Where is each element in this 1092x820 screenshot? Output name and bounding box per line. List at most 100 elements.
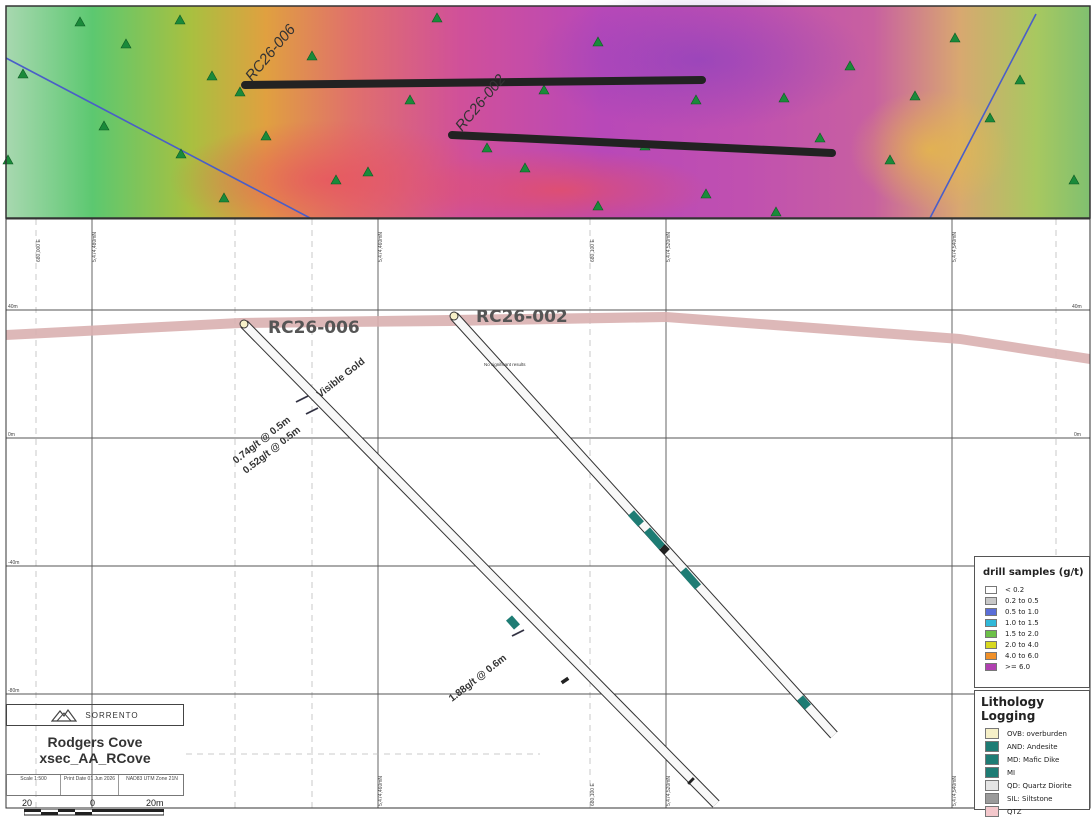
legend-lith-label: QD: Quartz Diorite	[1007, 781, 1072, 790]
station-triangle-icon	[592, 200, 604, 211]
legend-lith-item: QD: Quartz Diorite	[985, 779, 1089, 792]
elev-label-bottom-left: -80m	[8, 688, 19, 694]
map-title: Rodgers Cove	[47, 734, 143, 750]
cross-section: RC26-006 RC26-002 Visible Gold 0.74g/t @…	[5, 218, 1091, 809]
station-markers	[2, 12, 1080, 217]
station-triangle-icon	[844, 60, 856, 71]
legend-lith-item: MI	[985, 766, 1089, 779]
station-triangle-icon	[538, 84, 550, 95]
legend-drill-swatch	[985, 596, 997, 605]
info-cell-date: Print Date 01 Jun 2026	[61, 775, 119, 795]
station-triangle-icon	[330, 174, 342, 185]
grid-label-bottom-2: 680,100 E	[590, 783, 596, 806]
legend-drill-item: 2.0 to 4.0	[985, 639, 1089, 650]
elev-label-mid-left: 0m	[8, 432, 15, 438]
station-triangle-icon	[481, 142, 493, 153]
scale-label-mid: 0	[90, 798, 96, 808]
legend-drill-label: 0.5 to 1.0	[1005, 607, 1039, 616]
station-triangle-icon	[690, 94, 702, 105]
grid-label-top-2: 5,474,480mN	[92, 232, 98, 262]
legend-lith-swatch	[985, 767, 999, 778]
fault-line-east	[929, 13, 1037, 219]
station-triangle-icon	[770, 206, 782, 217]
legend-drill-item: 0.2 to 0.5	[985, 595, 1089, 606]
intercept-002-c	[680, 567, 701, 590]
station-triangle-icon	[592, 36, 604, 47]
legend-lith-swatch	[985, 780, 999, 791]
grid-label-top-3: 5,474,460mN	[378, 232, 384, 262]
legend-lith-item: MD: Mafic Dike	[985, 753, 1089, 766]
station-triangle-icon	[98, 120, 110, 131]
legend-drill-title: drill samples (g/t)	[983, 567, 1084, 578]
scale-label-left: 20	[22, 798, 33, 808]
legend-lith-label: SIL: Siltstone	[1007, 794, 1053, 803]
legend-lith-swatch	[985, 728, 999, 739]
legend-drill-item: 1.0 to 1.5	[985, 617, 1089, 628]
fault-line-west	[5, 57, 311, 219]
legend-drill-samples: drill samples (g/t) < 0.2 0.2 to 0.5 0.5 t…	[974, 556, 1090, 688]
intercept-002-a	[628, 510, 644, 527]
legend-lith-swatch	[985, 806, 999, 817]
legend-drill-swatch	[985, 640, 997, 649]
legend-lith-item: AND: Andesite	[985, 740, 1089, 753]
legend-drill-swatch	[985, 618, 997, 627]
station-triangle-icon	[884, 154, 896, 165]
intercept-006-a	[506, 615, 520, 630]
legend-lith-label: MI	[1007, 768, 1016, 777]
intercept-002-d	[797, 695, 811, 710]
legend-drill-item: 0.5 to 1.0	[985, 606, 1089, 617]
station-triangle-icon	[1014, 74, 1026, 85]
legend-drill-label: 2.0 to 4.0	[1005, 640, 1039, 649]
label-rc26-006: RC26-006	[268, 318, 360, 338]
drillhole-rc26-002	[449, 311, 838, 739]
company-logo: SORRENTO	[6, 704, 184, 726]
legend-lith-swatch	[985, 793, 999, 804]
station-triangle-icon	[174, 14, 186, 25]
station-triangle-icon	[74, 16, 86, 27]
station-triangle-icon	[431, 12, 443, 23]
plan-trace-rc26-002	[448, 131, 836, 157]
scale-bar: 20 0 20m	[6, 798, 184, 820]
label-rc26-002: RC26-002	[476, 307, 568, 327]
plan-trace-rc26-006	[241, 76, 706, 89]
intercept-002-b	[644, 527, 665, 550]
station-triangle-icon	[700, 188, 712, 199]
legend-drill-swatch	[985, 585, 997, 594]
legend-drill-label: 4.0 to 6.0	[1005, 651, 1039, 660]
scale-bar-graphic	[24, 809, 164, 816]
station-triangle-icon	[234, 86, 246, 97]
elev-label-low-left: -40m	[8, 560, 19, 566]
station-triangle-icon	[206, 70, 218, 81]
legend-lith-label: QTZ	[1007, 807, 1022, 816]
station-triangle-icon	[306, 50, 318, 61]
grid-label-bottom-1: 5,474,460mN	[378, 776, 384, 806]
scale-label-right: 20m	[146, 798, 164, 808]
grid-label-top-4: 680,100 E	[590, 239, 596, 262]
legend-drill-label: 1.5 to 2.0	[1005, 629, 1039, 638]
legend-lith-item: SIL: Siltstone	[985, 792, 1089, 805]
info-cell-scale: Scale 1:500	[7, 775, 61, 795]
grid-label-bottom-4: 5,474,540mN	[952, 776, 958, 806]
info-cell-projection: NAD83 UTM Zone 21N	[126, 776, 178, 782]
grid-label-bottom-3: 5,474,520mN	[666, 776, 672, 806]
no-results-label: No significant results	[484, 362, 526, 367]
legend-lithology: Lithology Logging OVB: overburden AND: An…	[974, 690, 1090, 817]
legend-drill-label: 1.0 to 1.5	[1005, 618, 1039, 627]
legend-lith-item: OVB: overburden	[985, 727, 1089, 740]
elev-label-top-left: 40m	[8, 304, 18, 310]
station-triangle-icon	[260, 130, 272, 141]
legend-lith-label: OVB: overburden	[1007, 729, 1067, 738]
logo-text: SORRENTO	[85, 710, 139, 720]
legend-drill-swatch	[985, 662, 997, 671]
plan-view-map: RC26-006 RC26-002	[2, 0, 1091, 240]
station-triangle-icon	[120, 38, 132, 49]
map-subtitle: xsec_AA_RCove	[39, 750, 151, 766]
station-triangle-icon	[362, 166, 374, 177]
legend-drill-item: < 0.2	[985, 584, 1089, 595]
station-triangle-icon	[984, 112, 996, 123]
station-triangle-icon	[519, 162, 531, 173]
drillhole-rc26-006	[239, 319, 720, 808]
grid-label-top-6: 5,474,540mN	[952, 232, 958, 262]
legend-drill-swatch	[985, 607, 997, 616]
legend-drill-swatch	[985, 629, 997, 638]
